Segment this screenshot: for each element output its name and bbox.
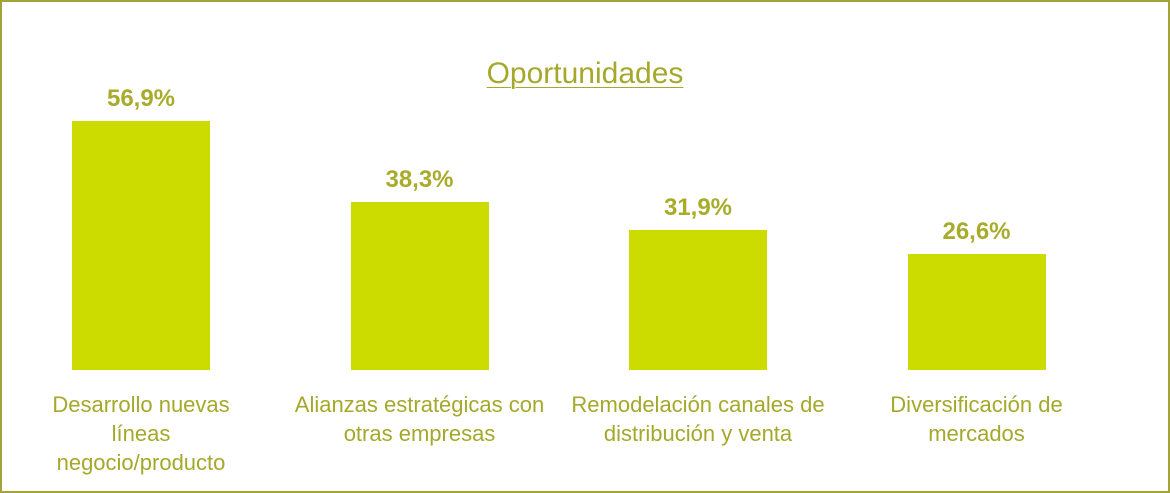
x-tick-label: Desarrollo nuevas líneas negocio/product… [52,392,230,475]
x-tick-label: Diversificación de mercados [890,392,1063,446]
value-label: 26,6% [942,217,1011,245]
x-tick-label: Alianzas estratégicas con otras empresas [294,392,545,446]
value-label: 31,9% [663,194,733,222]
x-tick-label: Remodelación canales de distribución y v… [571,392,825,446]
bar [907,253,1046,370]
value-label: 56,9% [106,85,176,112]
chart-title: Oportunidades [486,57,684,90]
bar [72,121,210,370]
value-label: 38,3% [385,166,454,194]
bar [350,202,489,370]
bar [629,230,767,370]
